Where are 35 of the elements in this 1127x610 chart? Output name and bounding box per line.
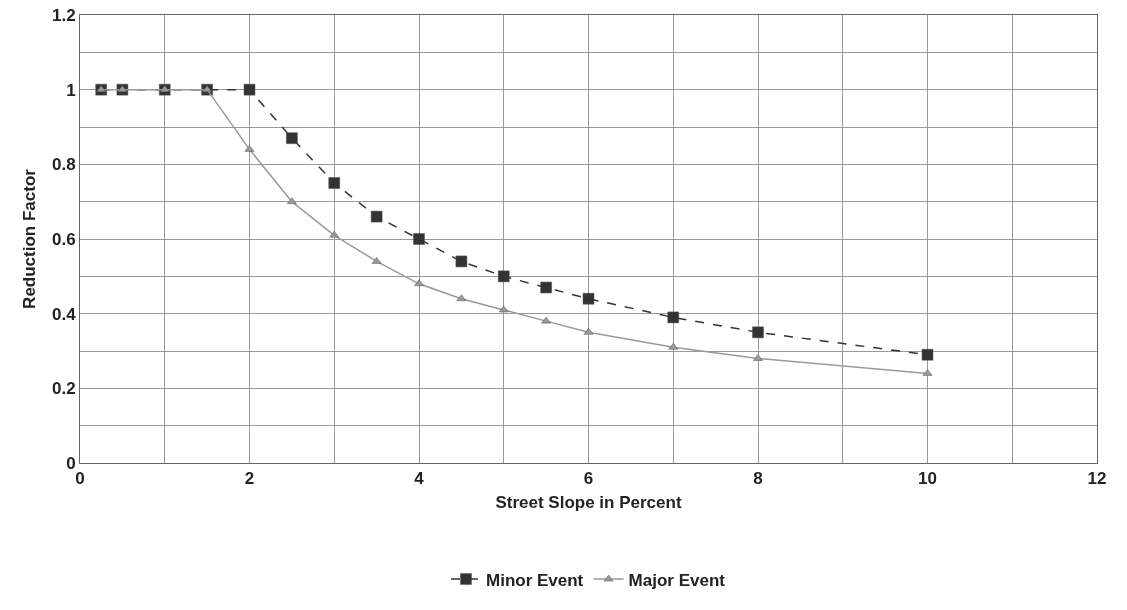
point [243, 83, 256, 96]
y-tick-label: 1 [66, 80, 76, 100]
point [413, 233, 425, 245]
x-axis-title: Street Slope in Percent [495, 492, 682, 512]
point [540, 281, 552, 294]
point [667, 311, 679, 324]
y-tick-label: 0.2 [51, 379, 76, 399]
point [370, 210, 383, 223]
y-tick-label: 0.4 [51, 304, 77, 324]
legend-label: Minor Event [486, 570, 584, 590]
y-tick-label: 0.6 [51, 229, 76, 249]
x-tick-label: 10 [918, 469, 937, 489]
point [921, 348, 934, 361]
point [582, 292, 595, 305]
point [328, 177, 340, 189]
x-tick-label: 2 [244, 469, 255, 489]
point [414, 279, 424, 287]
x-tick-label: 4 [414, 469, 425, 489]
point [286, 132, 298, 144]
x-tick-label: 8 [753, 469, 763, 489]
point [455, 255, 468, 268]
y-axis-title: Reduction Factor [19, 168, 39, 309]
y-tick-label: 0 [66, 453, 76, 473]
y-tick-label: 0.8 [51, 155, 76, 175]
point [541, 316, 551, 324]
legend-label: Major Event [628, 570, 726, 590]
x-tick-label: 12 [1087, 469, 1107, 489]
point [753, 354, 763, 361]
point [498, 270, 510, 283]
point [498, 305, 509, 313]
x-tick-label: 6 [583, 469, 594, 489]
y-tick-label: 1.2 [51, 5, 76, 25]
point [202, 85, 212, 92]
point [287, 197, 297, 204]
point [752, 326, 764, 339]
